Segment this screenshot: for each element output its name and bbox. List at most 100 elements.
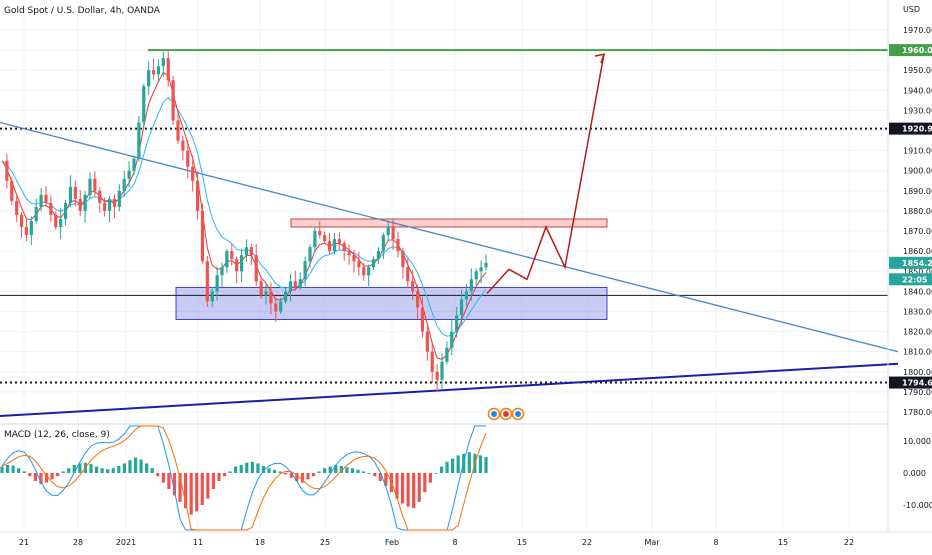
currency-label[interactable]: USD — [903, 5, 920, 14]
candle-body — [205, 261, 209, 302]
time-label-3[interactable]: 11 — [193, 538, 203, 547]
candle-body — [166, 58, 170, 81]
candle-body — [455, 315, 459, 332]
time-label-7[interactable]: 8 — [452, 538, 457, 547]
macd-hist-bar — [428, 473, 432, 483]
candle-body — [112, 198, 117, 207]
candle-body — [308, 247, 312, 262]
time-label-0[interactable]: 21 — [19, 538, 29, 547]
time-label-5[interactable]: 25 — [320, 538, 330, 547]
candle-body — [430, 351, 434, 372]
time-label-6[interactable]: Feb — [385, 538, 399, 547]
macd-hist-bar — [0, 466, 4, 473]
price-tick-13[interactable]: 1840.000 — [903, 287, 932, 296]
macd-hist-bar — [56, 473, 60, 477]
price-tick-7[interactable]: 1900.000 — [903, 167, 932, 176]
macd-hist-bar — [484, 457, 488, 473]
macd-hist-bar — [439, 466, 444, 473]
time-label-4[interactable]: 18 — [255, 538, 265, 547]
price-tick-16[interactable]: 1810.000 — [903, 348, 932, 357]
candle-body — [186, 150, 190, 167]
candle-body — [386, 227, 390, 236]
macd-hist-bar — [434, 473, 438, 474]
macd-hist-bar — [217, 473, 221, 481]
macd-hist-bar — [183, 473, 188, 509]
candle-body — [10, 180, 14, 201]
candle-body — [406, 267, 410, 282]
price-tick-6[interactable]: 1910.000 — [903, 147, 932, 156]
price-tick-3[interactable]: 1940.000 — [903, 86, 932, 95]
chart-title: Gold Spot / U.S. Dollar, 4h, OANDA — [4, 6, 161, 16]
candle-body — [283, 291, 288, 302]
candle-body — [230, 251, 234, 260]
price-tick-10[interactable]: 1870.000 — [903, 227, 932, 236]
macd-hist-bar — [345, 467, 349, 473]
candle-body — [352, 255, 356, 262]
price-tick-11[interactable]: 1860.000 — [903, 247, 932, 256]
macd-hist-bar — [272, 469, 277, 473]
price-tick-17[interactable]: 1800.000 — [903, 368, 932, 377]
time-label-13[interactable]: 22 — [844, 538, 854, 547]
price-tick-8[interactable]: 1890.000 — [903, 187, 932, 196]
macd-hist-bar — [100, 468, 104, 473]
macd-hist-bar — [278, 471, 282, 473]
candle-body — [54, 214, 58, 228]
price-tick-2[interactable]: 1950.000 — [903, 66, 932, 75]
macd-label[interactable]: MACD (12, 26, close, 9) — [4, 430, 110, 440]
candle-body — [420, 307, 425, 332]
signal-line — [1, 425, 487, 531]
time-label-11[interactable]: 8 — [713, 538, 718, 547]
candle-body — [49, 202, 53, 215]
candle-body — [269, 291, 273, 304]
price-tag-bg-0 — [889, 44, 932, 57]
candle-body — [44, 194, 48, 203]
price-tick-4[interactable]: 1930.000 — [903, 106, 932, 115]
candle-body — [88, 178, 92, 195]
time-label-9[interactable]: 22 — [582, 538, 592, 547]
candle-body — [415, 291, 420, 308]
candle-body — [220, 267, 224, 276]
price-tick-12[interactable]: 1850.000 — [903, 267, 932, 276]
candle-body — [464, 291, 469, 300]
price-tick-18[interactable]: 1790.000 — [903, 388, 932, 397]
candle-body — [235, 259, 239, 272]
price-tick-19[interactable]: 1780.000 — [903, 408, 932, 417]
demand-zone — [175, 286, 608, 320]
time-label-1[interactable]: 28 — [73, 538, 83, 547]
time-label-10[interactable]: Mar — [644, 538, 660, 547]
event-icon-dot — [515, 411, 521, 417]
price-tick-15[interactable]: 1820.000 — [903, 328, 932, 337]
price-tick-0[interactable]: 1970.000 — [903, 26, 932, 35]
macd-pane — [0, 425, 488, 531]
macd-hist-bar — [373, 473, 377, 477]
macd-hist-bar — [400, 473, 405, 504]
supply-zone — [290, 218, 608, 228]
time-label-8[interactable]: 15 — [517, 538, 527, 547]
candle-body — [98, 190, 102, 203]
event-icons[interactable] — [487, 407, 525, 421]
candle-body — [474, 271, 478, 280]
macd-hist-bar — [189, 473, 193, 515]
candle-body — [376, 251, 381, 260]
time-label-12[interactable]: 15 — [778, 538, 788, 547]
macd-hist-bar — [334, 465, 338, 473]
price-tick-9[interactable]: 1880.000 — [903, 207, 932, 216]
macd-hist-bar — [228, 471, 232, 473]
macd-line — [1, 425, 486, 531]
ascending-trendline — [0, 362, 899, 418]
price-tag-bg-3 — [889, 273, 932, 286]
time-label-2[interactable]: 2021 — [116, 538, 136, 547]
candle-body — [195, 180, 200, 211]
price-axis[interactable]: 1970.000 1960.000 1950.000 1940.000 1930.000… — [903, 26, 932, 417]
macd-hist-bar — [295, 473, 299, 481]
candle-body — [396, 239, 400, 252]
candle-body — [161, 58, 165, 67]
time-axis[interactable]: 21 28 2021 11 18 25 Feb 8 15 22 Mar 8 15 22 — [19, 538, 854, 547]
candle-body — [210, 291, 214, 302]
price-tick-14[interactable]: 1830.000 — [903, 307, 932, 316]
macd-hist-bar — [195, 473, 199, 512]
candle-body — [371, 259, 376, 268]
candle-body — [347, 251, 351, 256]
